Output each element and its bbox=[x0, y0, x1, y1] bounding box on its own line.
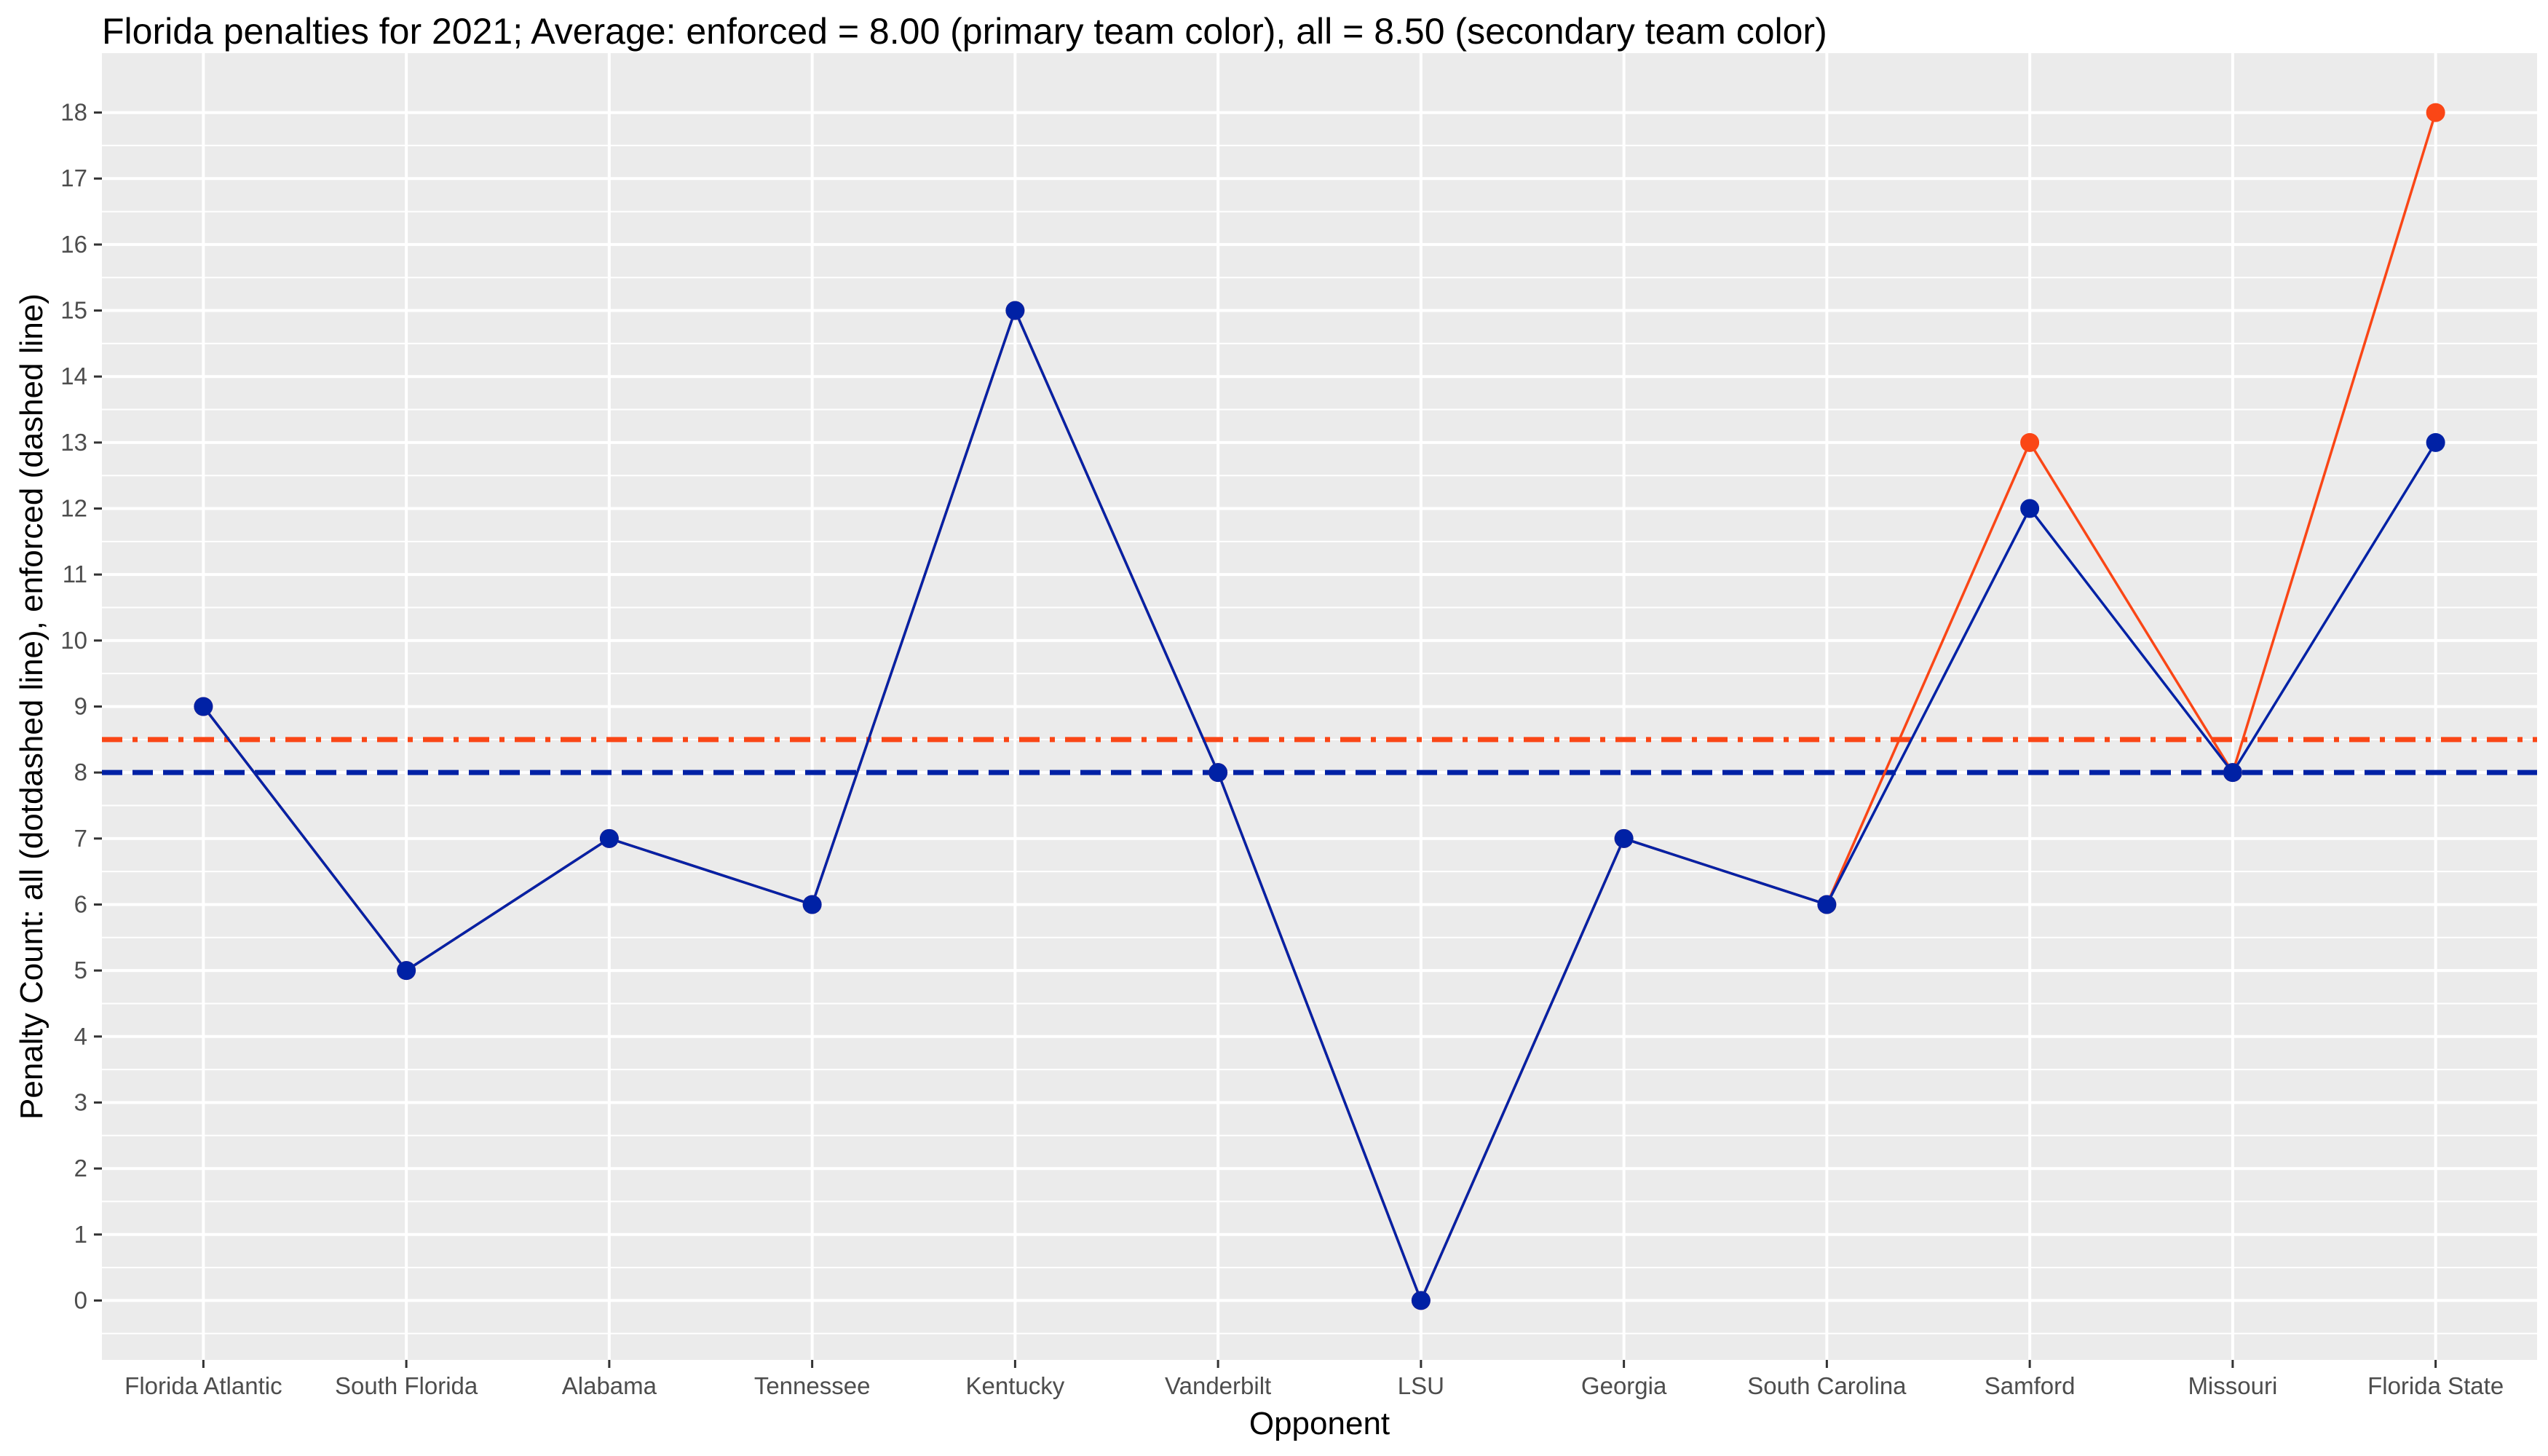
enforced-point bbox=[1614, 828, 1634, 848]
x-tick-label: Florida State bbox=[2367, 1372, 2504, 1399]
chart-title: Florida penalties for 2021; Average: enf… bbox=[102, 11, 1827, 52]
y-tick-label: 2 bbox=[74, 1155, 87, 1182]
enforced-series-line bbox=[202, 309, 2437, 1302]
y-tick-label: 6 bbox=[74, 890, 87, 917]
grid-lines bbox=[102, 53, 2537, 1360]
y-tick-label: 12 bbox=[60, 495, 87, 522]
y-tick-label: 14 bbox=[60, 363, 87, 389]
all-point bbox=[2426, 103, 2445, 122]
enforced-point bbox=[2020, 499, 2040, 518]
enforced-point bbox=[1208, 763, 1228, 783]
enforced-point bbox=[802, 895, 822, 914]
y-tick-label: 11 bbox=[63, 561, 87, 587]
y-tick-label: 8 bbox=[74, 759, 87, 786]
y-tick-label: 5 bbox=[74, 957, 87, 984]
y-tick-label: 1 bbox=[74, 1221, 87, 1248]
y-tick-label: 15 bbox=[60, 297, 87, 324]
enforced-point bbox=[397, 961, 416, 981]
x-tick-label: Kentucky bbox=[966, 1372, 1065, 1399]
x-tick-label: Tennessee bbox=[754, 1372, 871, 1399]
x-tick-label: Missouri bbox=[2188, 1372, 2277, 1399]
y-tick-label: 7 bbox=[74, 825, 87, 852]
x-tick-label: Georgia bbox=[1581, 1372, 1667, 1399]
y-tick-label: 10 bbox=[60, 627, 87, 654]
y-tick-label: 4 bbox=[74, 1023, 87, 1050]
x-tick-label: Samford bbox=[1985, 1372, 2076, 1399]
y-axis-title: Penalty Count: all (dotdashed line), enf… bbox=[14, 293, 50, 1120]
x-tick-label: Alabama bbox=[562, 1372, 657, 1399]
y-tick-label: 17 bbox=[60, 165, 87, 191]
enforced-point bbox=[194, 697, 213, 716]
x-tick-label: South Florida bbox=[335, 1372, 478, 1399]
x-tick-label: South Carolina bbox=[1747, 1372, 1907, 1399]
x-tick-label: Florida Atlantic bbox=[124, 1372, 282, 1399]
enforced-point bbox=[599, 828, 619, 848]
enforced-point bbox=[2223, 763, 2242, 783]
y-tick-label: 9 bbox=[74, 693, 87, 720]
all-point bbox=[2020, 432, 2040, 452]
y-tick-label: 13 bbox=[60, 429, 87, 456]
enforced-point bbox=[1005, 301, 1025, 320]
enforced-point bbox=[1817, 895, 1837, 914]
enforced-point bbox=[1411, 1291, 1431, 1310]
data-series bbox=[194, 103, 2445, 1310]
y-tick-label: 16 bbox=[60, 231, 87, 258]
x-tick-label: LSU bbox=[1398, 1372, 1444, 1399]
x-axis-ticks: Florida Atlantic South Florida Alabama Tenn… bbox=[124, 1360, 2504, 1399]
enforced-point bbox=[2426, 432, 2445, 452]
y-tick-label: 3 bbox=[74, 1088, 87, 1115]
x-axis-title: Opponent bbox=[1249, 1406, 1390, 1441]
reference-lines bbox=[102, 737, 2537, 775]
x-tick-label: Vanderbilt bbox=[1165, 1372, 1271, 1399]
y-tick-label: 0 bbox=[74, 1286, 87, 1313]
y-tick-label: 18 bbox=[60, 99, 87, 126]
